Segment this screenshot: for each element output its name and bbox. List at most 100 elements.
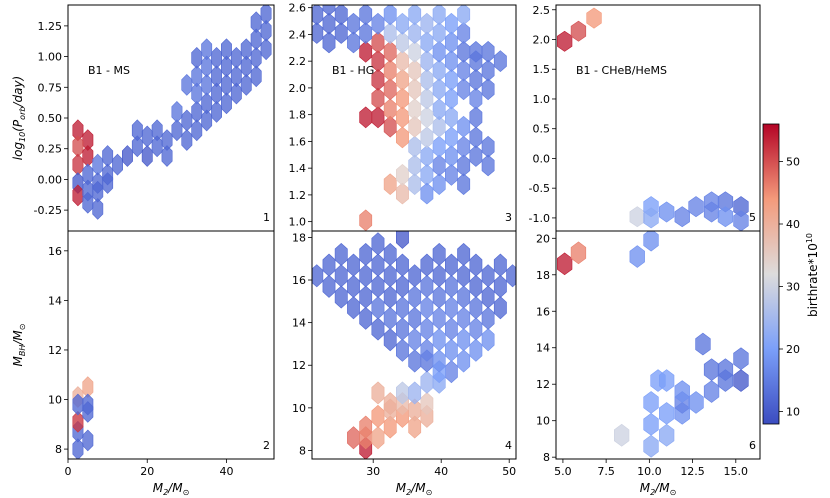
hexbin-cell: [444, 87, 458, 110]
hexbin-cell: [457, 328, 471, 352]
hexbin-cell: [395, 296, 409, 320]
x-tick-label: 0: [65, 465, 72, 478]
hexbin-cell: [469, 126, 483, 149]
hexbin-cell: [408, 264, 422, 288]
hexbin-cell: [141, 145, 153, 167]
hexbin-cell: [408, 22, 422, 44]
hexbin-cell: [347, 426, 360, 450]
hexbin-cell: [444, 360, 458, 384]
hexbin-cell: [432, 5, 446, 26]
hexbin-cell: [383, 306, 397, 330]
hexbin-cell: [408, 154, 422, 177]
hexbin-cell: [457, 154, 471, 177]
hexbin-cell: [457, 41, 471, 63]
hexbin-cell: [383, 285, 397, 309]
hexbin-cell: [322, 31, 336, 54]
hexbin-cell: [359, 242, 373, 266]
hexbin-layer: [312, 5, 507, 231]
hexbin-cell: [444, 126, 458, 149]
hexbin-cell: [629, 206, 645, 228]
hexbin-cell: [469, 69, 483, 91]
hexbin-cell: [432, 59, 446, 82]
y-tick-label: 1.2: [289, 189, 307, 202]
panel-number: 5: [749, 211, 756, 224]
hexbin-cell: [171, 100, 183, 123]
hexbin-cell: [371, 381, 385, 405]
hexbin-cell: [408, 78, 422, 101]
x-tick-label: 40: [434, 465, 448, 478]
hexbin-cell: [444, 274, 458, 298]
hexbin-cell: [395, 106, 409, 129]
hexbin-cell: [322, 253, 336, 277]
hexbin-cell: [347, 296, 360, 320]
hexbin-cell: [469, 338, 483, 362]
hexbin-cell: [432, 41, 446, 63]
y-tick-label: 1.00: [38, 51, 63, 64]
y-tick-label: 1.4: [289, 162, 307, 175]
hexbin-cell: [201, 38, 213, 61]
hexbin-cell: [420, 31, 434, 54]
y-tick-label: 16: [48, 245, 62, 258]
panel-number: 4: [505, 439, 512, 452]
y-tick-label: -1.0: [529, 212, 550, 225]
hexbin-cell: [359, 285, 373, 309]
y-tick-label: 0.50: [38, 112, 63, 125]
hexbin-cell: [457, 115, 471, 138]
hexbin-cell: [586, 7, 602, 29]
hexbin-cell: [395, 182, 409, 205]
hexbin-cell: [457, 22, 471, 44]
hexbin-cell: [469, 87, 483, 110]
hexbin-cell: [131, 119, 143, 142]
hexbin-cell: [211, 46, 222, 69]
hexbin-cell: [408, 5, 422, 26]
hexbin-cell: [334, 5, 348, 26]
hexbin-cell: [556, 252, 573, 276]
hexbin-cell: [395, 12, 409, 35]
hexbin-cell: [469, 317, 483, 341]
hexbin-cell: [408, 98, 422, 121]
hexbin-cell: [457, 349, 471, 373]
hexbin-cell: [717, 206, 734, 228]
panel-number: 6: [749, 439, 756, 452]
hexbin-layer: [72, 376, 94, 459]
hexbin-cell: [457, 242, 471, 266]
hexbin-cell: [420, 274, 434, 298]
hexbin-cell: [408, 41, 422, 63]
y-tick-label: 18: [536, 269, 550, 282]
hexbin-cell: [493, 50, 507, 72]
hexbin-cell: [556, 30, 573, 52]
x-tick-label: 40: [219, 465, 233, 478]
hexbin-cell: [383, 59, 397, 82]
hexbin-cell: [444, 296, 458, 320]
colorbar-tick-label: 10: [786, 406, 800, 419]
hexbin-cell: [383, 41, 397, 63]
hexbin-cell: [201, 73, 213, 96]
hexbin-cell: [322, 12, 336, 35]
hexbin-cell: [444, 145, 458, 167]
hexbin-cell: [395, 231, 409, 249]
y-tick-label: 2.5: [533, 4, 551, 17]
hexbin-cell: [493, 296, 507, 320]
hexbin-cell: [457, 173, 471, 195]
hexbin-cell: [457, 306, 471, 330]
hexbin-cell: [191, 100, 203, 123]
y-tick-label: 12: [536, 378, 550, 391]
hexbin-cell: [481, 154, 495, 177]
hexbin-cell: [334, 264, 348, 288]
hexbin-cell: [395, 126, 409, 149]
hexbin-cell: [674, 380, 690, 403]
hexbin-cell: [688, 196, 704, 218]
hexbin-cell: [481, 306, 495, 330]
hexbin-cell: [444, 253, 458, 277]
hexbin-cell: [481, 285, 495, 309]
y-tick-label: 14: [292, 317, 306, 330]
hexbin-cell: [457, 264, 471, 288]
hexbin-cell: [643, 434, 659, 458]
y-tick-label: 8: [299, 444, 306, 457]
hexbin-cell: [347, 253, 360, 277]
x-tick-label: 15.0: [724, 465, 749, 478]
hexbin-cell: [395, 31, 409, 54]
hexbin-cell: [469, 274, 483, 298]
colorbar-tick-label: 20: [786, 343, 800, 356]
hexbin-cell: [444, 317, 458, 341]
